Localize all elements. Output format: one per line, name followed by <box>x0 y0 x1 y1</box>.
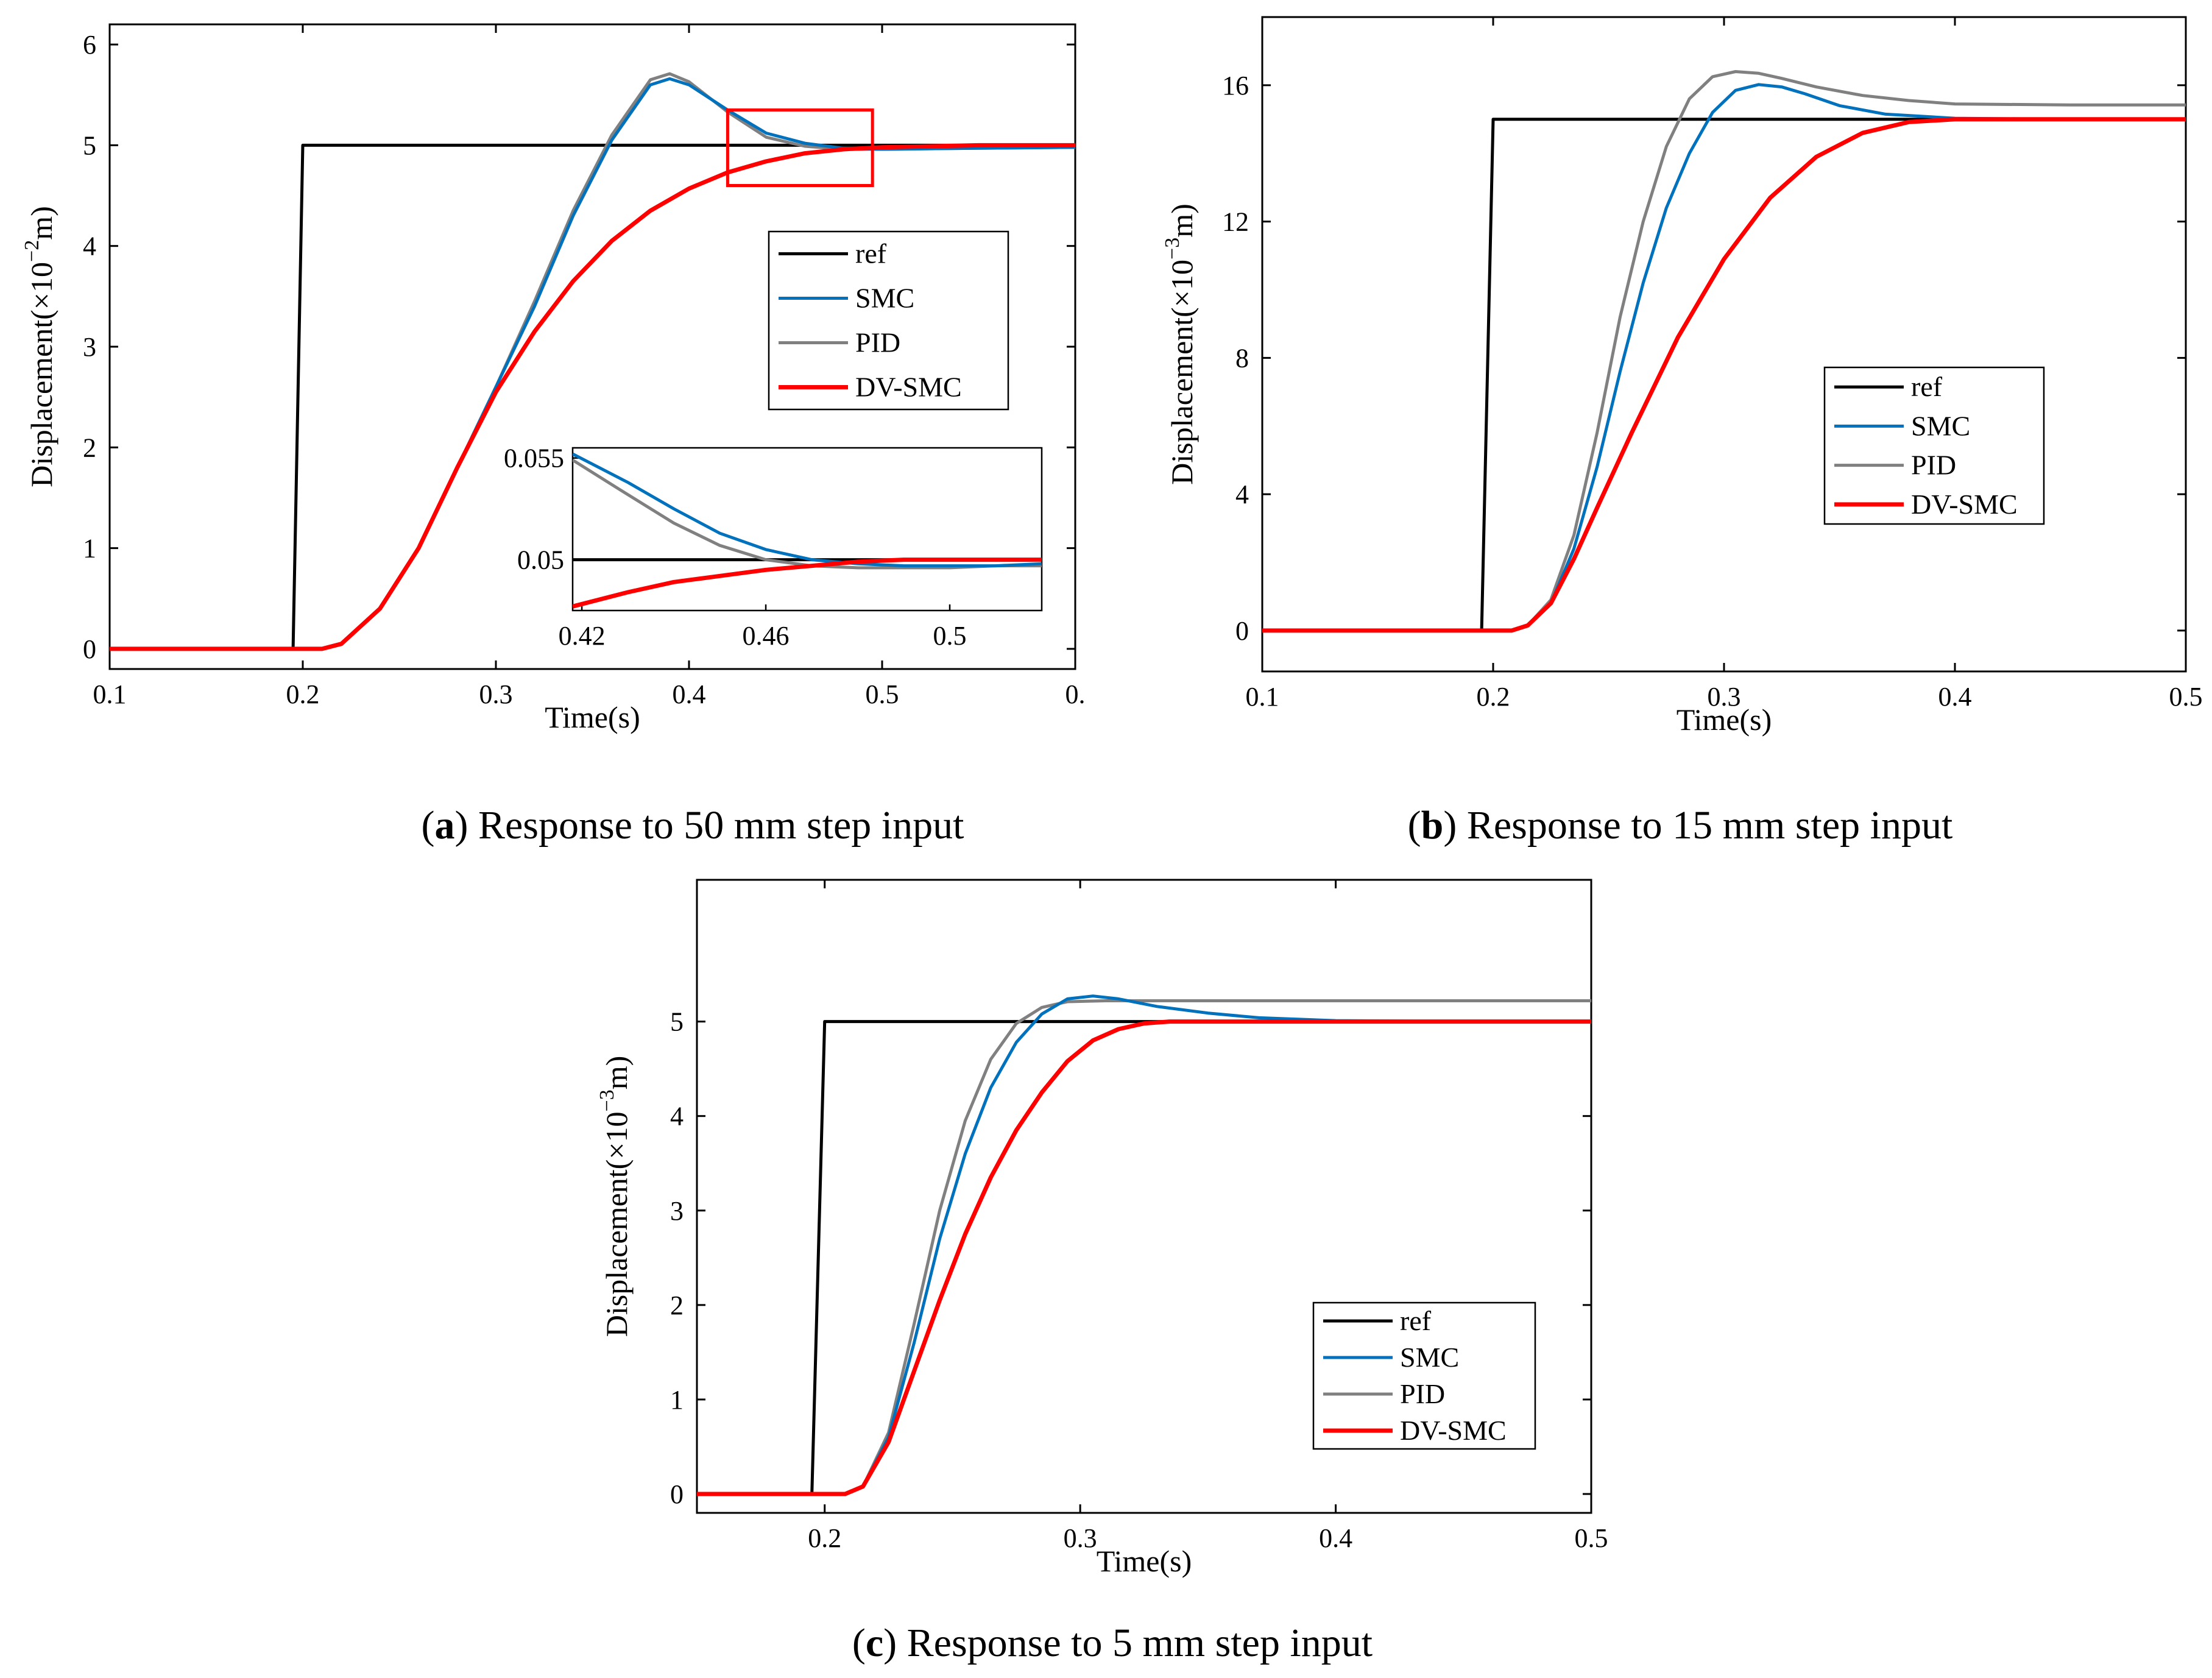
x-tick-label: 0.5 <box>1575 1523 1608 1553</box>
series-group-a <box>110 72 1075 651</box>
series-line-dv-smc <box>697 1019 1591 1496</box>
y-tick-label: 1 <box>83 534 96 564</box>
panel-a-chart: 0.1 0.2 0.3 0.4 0.5 0. 0 1 2 3 4 5 6 Time(s) Displacem… <box>21 23 1086 734</box>
x-axis-label: Time(s) <box>1097 1544 1192 1578</box>
y-axis-label: Displacement(×10−3m) <box>1161 204 1199 485</box>
inset-series-group <box>573 452 1042 609</box>
caption-b-text: Response to 15 mm step input <box>1467 803 1952 848</box>
caption-c-letter: c <box>866 1621 883 1665</box>
x-tick-label: 0.2 <box>1477 682 1510 712</box>
inset-frame <box>571 447 1043 612</box>
y-axis-label-main: Displacement(×10 <box>24 262 58 487</box>
caption-c-text: Response to 5 mm step input <box>907 1621 1373 1665</box>
y-tick-label: 0 <box>1235 616 1249 646</box>
y-tick-label: 3 <box>83 332 96 362</box>
inset-x-tick-label: 0.42 <box>559 621 606 651</box>
panel-c-chart: 0.2 0.3 0.4 0.5 0 1 2 3 4 5 Time(s) Displacement(×1… <box>596 879 1608 1578</box>
caption-a-letter: a <box>435 803 455 848</box>
y-tick-label: 2 <box>83 433 96 462</box>
y-axis-label-main: Displacement(×10 <box>599 1111 634 1337</box>
legend-label-ref: ref <box>1911 371 1943 402</box>
x-tick-label: 0.4 <box>673 679 706 709</box>
caption-b-letter: b <box>1421 803 1444 848</box>
legend-b: ref SMC PID DV-SMC <box>1823 366 2045 525</box>
y-axis-label-exponent: −3 <box>596 1089 618 1111</box>
y-tick-label: 4 <box>1235 480 1249 509</box>
series-line-dv-smc <box>110 143 1075 651</box>
legend-label-pid: PID <box>855 327 900 358</box>
caption-c: (c) Response to 5 mm step input <box>852 1621 1373 1665</box>
plot-frame-c <box>696 879 1592 1514</box>
x-axis-label: Time(s) <box>1677 703 1772 737</box>
y-tick-label: 0 <box>83 634 96 664</box>
x-axis-label: Time(s) <box>545 700 640 734</box>
x-tick-label: 0.3 <box>1708 682 1741 712</box>
x-tick-label: 0.3 <box>1064 1523 1097 1553</box>
y-tick-label: 5 <box>83 130 96 160</box>
y-axis-label-exponent: −3 <box>1161 238 1184 260</box>
y-axis-label-exponent: −2 <box>21 240 43 262</box>
x-tick-label: 0.4 <box>1938 682 1972 712</box>
y-tick-label: 8 <box>1235 343 1249 373</box>
caption-a: (a) Response to 50 mm step input <box>422 803 964 848</box>
y-tick-label: 12 <box>1222 207 1249 237</box>
legend-label-smc: SMC <box>855 283 914 314</box>
x-tick-label: 0.3 <box>479 679 513 709</box>
series-group-b <box>1262 70 2186 633</box>
series-line-pid <box>1262 70 2186 632</box>
legend-box <box>1823 366 2045 525</box>
legend-label-smc: SMC <box>1911 410 1970 441</box>
y-tick-label: 0 <box>670 1479 684 1509</box>
legend-label-dv-smc: DV-SMC <box>855 372 962 403</box>
zoom-box <box>726 108 874 187</box>
x-tick-label: 0.1 <box>1246 682 1279 712</box>
legend-a: ref SMC PID DV-SMC <box>768 230 1009 411</box>
x-tick-label: 0.2 <box>808 1523 841 1553</box>
legend-c: ref SMC PID DV-SMC <box>1312 1301 1536 1450</box>
legend-label-pid: PID <box>1911 450 1956 481</box>
y-tick-label: 6 <box>83 30 96 60</box>
legend-box <box>1312 1301 1536 1450</box>
caption-a-text: Response to 50 mm step input <box>478 803 964 848</box>
x-tick-label: 0.5 <box>866 679 899 709</box>
series-line-dv-smc <box>1262 117 2186 633</box>
y-tick-label: 16 <box>1222 71 1249 101</box>
inset-x-tick-label: 0.46 <box>743 621 790 651</box>
panel-b-chart: 0.1 0.2 0.3 0.4 0.5 0 4 8 12 16 Time(s) Displacemen… <box>1161 16 2203 737</box>
legend-label-dv-smc: DV-SMC <box>1911 489 2018 520</box>
x-tick-label: 0.2 <box>286 679 320 709</box>
y-tick-label: 5 <box>670 1007 684 1037</box>
inset-x-tick-label: 0.5 <box>933 621 967 651</box>
legend-label-ref: ref <box>1400 1305 1432 1336</box>
y-tick-label: 4 <box>670 1102 684 1131</box>
legend-label-pid: PID <box>1400 1378 1445 1409</box>
inset-chart: 0.42 0.46 0.5 0.05 0.055 <box>504 444 1043 651</box>
y-tick-label: 4 <box>83 232 96 261</box>
x-tick-label: 0.5 <box>2169 682 2203 712</box>
series-group-c <box>697 994 1591 1496</box>
x-tick-label: 0.4 <box>1319 1523 1352 1553</box>
inset-y-tick-label: 0.05 <box>517 545 564 575</box>
y-axis-label-main: Displacement(×10 <box>1165 260 1199 485</box>
inset-series-line-smc <box>573 452 1042 568</box>
legend-label-smc: SMC <box>1400 1342 1459 1373</box>
legend-box <box>768 230 1009 411</box>
inset-y-tick-label: 0.055 <box>504 444 564 473</box>
y-axis-label-unit: m) <box>24 206 58 240</box>
y-axis-label-unit: m) <box>1165 204 1199 238</box>
y-axis-label-unit: m) <box>599 1056 634 1090</box>
y-tick-label: 1 <box>670 1385 684 1415</box>
inset-series-line-dv-smc <box>573 558 1042 609</box>
y-tick-label: 3 <box>670 1196 684 1226</box>
caption-b: (b) Response to 15 mm step input <box>1408 803 1953 848</box>
y-axis-label: Displacement(×10−3m) <box>596 1056 634 1337</box>
legend-label-dv-smc: DV-SMC <box>1400 1415 1507 1446</box>
x-tick-label: 0. <box>1065 679 1086 709</box>
legend-label-ref: ref <box>855 238 887 269</box>
x-tick-label: 0.1 <box>93 679 127 709</box>
y-axis-label: Displacement(×10−2m) <box>21 206 58 487</box>
y-tick-label: 2 <box>670 1290 684 1320</box>
